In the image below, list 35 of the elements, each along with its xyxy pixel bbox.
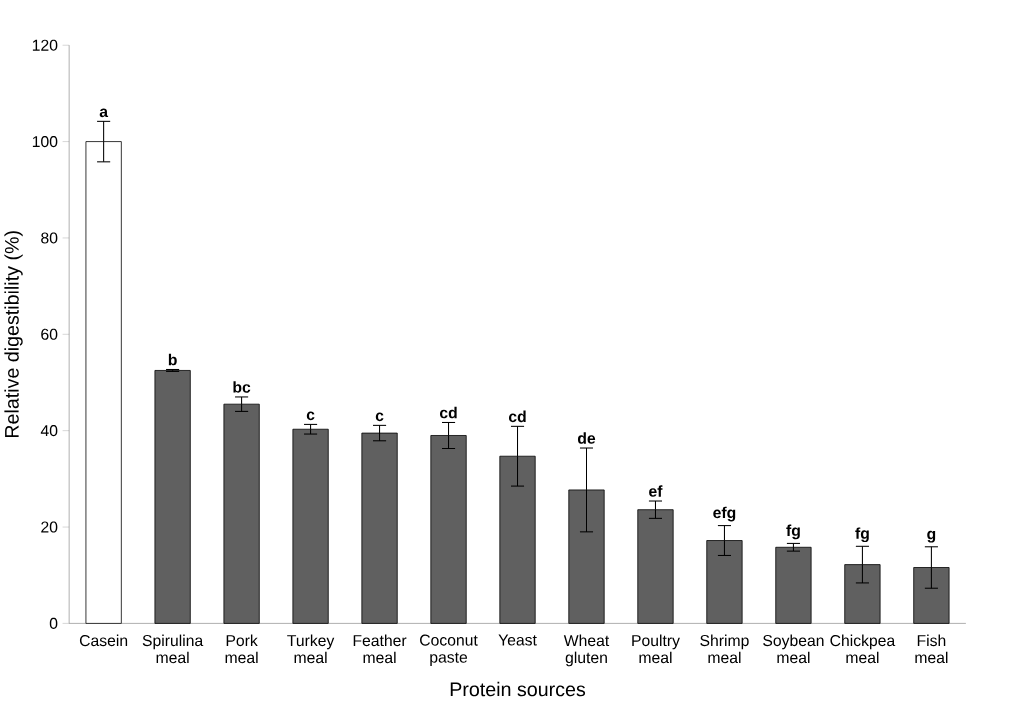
- annotation: cd: [439, 406, 457, 419]
- x-tick-label: Wheat gluten: [563, 634, 610, 667]
- x-tick-label: Coconut paste: [420, 634, 478, 667]
- annotation: de: [577, 432, 596, 444]
- y-tick-label: 20: [41, 521, 58, 533]
- annotation: bc: [233, 381, 251, 393]
- x-tick-label: Soybean meal: [763, 634, 824, 664]
- annotation: efg: [713, 506, 736, 522]
- x-tick-label: Fish meal: [915, 634, 948, 664]
- x-tick-label: Feather meal: [353, 634, 407, 664]
- x-tick-label: Spirulina meal: [142, 634, 204, 664]
- x-tick-label: Chickpea meal: [830, 634, 896, 664]
- x-tick-label: Shrimp meal: [700, 634, 749, 664]
- y-tick-label: 80: [41, 232, 58, 244]
- x-tick-label: Pork meal: [225, 634, 258, 664]
- annotation: b: [168, 353, 177, 366]
- x-tick-label: Casein: [79, 634, 128, 647]
- y-tick-label: 100: [32, 136, 58, 148]
- annotation: ef: [649, 485, 663, 497]
- annotation: cd: [508, 410, 526, 423]
- y-tick-label: 120: [32, 39, 58, 51]
- annotation: c: [375, 412, 384, 422]
- y-tick-label: 40: [40, 425, 58, 437]
- annotation: fg: [855, 527, 869, 543]
- x-axis-title: Protein sources: [450, 682, 586, 697]
- y-axis-title: Relative digestibility (%): [4, 231, 23, 438]
- x-tick-label: Turkey meal: [287, 634, 335, 664]
- x-tick-label: Poultry meal: [632, 634, 680, 664]
- x-tick-label: Yeast: [498, 634, 537, 646]
- annotation: c: [306, 411, 315, 421]
- annotation: fg: [786, 524, 800, 540]
- y-tick-label: 60: [41, 328, 58, 341]
- y-tick-label: 0: [49, 618, 58, 630]
- annotation: g: [927, 530, 936, 543]
- annotation: a: [99, 108, 109, 118]
